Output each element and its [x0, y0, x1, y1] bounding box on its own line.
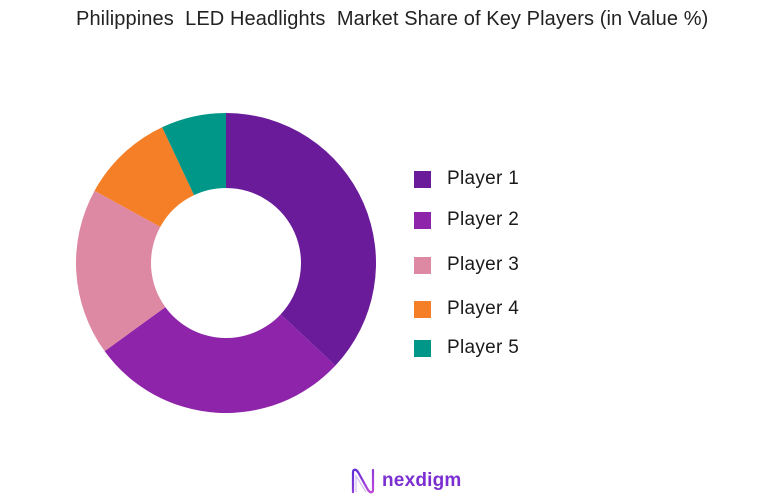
logo-text: nexdigm	[382, 470, 462, 491]
legend-swatch	[414, 170, 431, 188]
legend-item-player-5: Player 5	[414, 335, 519, 361]
legend-label: Player 2	[447, 209, 520, 230]
legend-swatch	[414, 256, 431, 274]
nexdigm-logo: nexdigm	[350, 468, 462, 494]
donut-slice-player-2	[104, 307, 336, 414]
legend-swatch	[414, 300, 431, 318]
chart-title: Philippines LED Headlights Market Share …	[76, 8, 709, 30]
donut-slice-player-1	[226, 113, 376, 366]
legend-label: Player 1	[447, 168, 520, 189]
legend-item-player-2: Player 2	[414, 207, 519, 233]
legend-label: Player 5	[447, 337, 520, 358]
donut-slices	[76, 113, 376, 414]
legend-item-player-3: Player 3	[414, 252, 519, 278]
legend-label: Player 4	[447, 298, 520, 319]
donut-slice-player-3	[76, 190, 166, 352]
donut-slice-player-4	[94, 127, 195, 227]
legend-item-player-1: Player 1	[414, 166, 519, 192]
legend-swatch	[414, 211, 431, 229]
nexdigm-logo-icon	[351, 468, 375, 494]
legend-label: Player 3	[447, 254, 520, 275]
legend-swatch	[414, 339, 431, 357]
legend-item-player-4: Player 4	[414, 296, 519, 322]
donut-slice-player-5	[162, 113, 226, 196]
